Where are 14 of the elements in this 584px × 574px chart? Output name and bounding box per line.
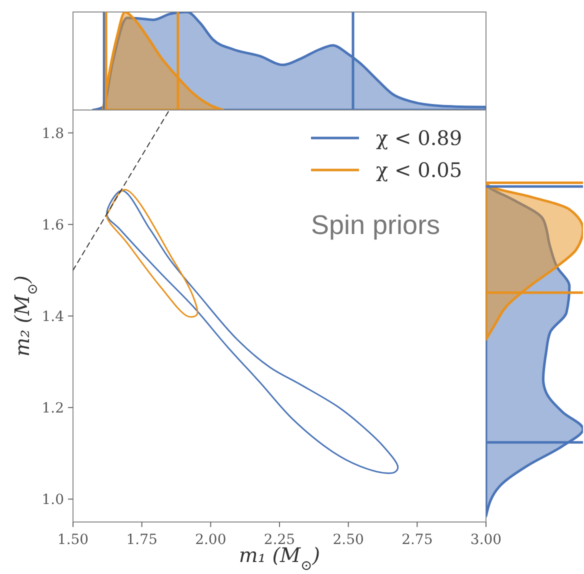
y-tick-label: 1.6 <box>42 217 64 234</box>
x-tick-label: 2.00 <box>195 532 226 548</box>
x-tick-label: 1.75 <box>126 532 158 548</box>
x-tick-label: 2.50 <box>332 532 364 548</box>
legend-label: χ < 0.89 <box>376 126 462 150</box>
y-tick-label: 1.0 <box>42 492 64 508</box>
annotation: Spin priors <box>311 210 440 240</box>
y-tick-label: 1.2 <box>42 400 64 417</box>
x-tick-label: 3.00 <box>470 532 502 548</box>
x-tick-label: 1.50 <box>57 532 89 548</box>
y-tick-label: 1.4 <box>42 309 64 325</box>
y-tick-label: 1.8 <box>42 126 64 142</box>
x-tick-label: 2.75 <box>402 532 433 548</box>
legend-label: χ < 0.05 <box>376 158 462 182</box>
